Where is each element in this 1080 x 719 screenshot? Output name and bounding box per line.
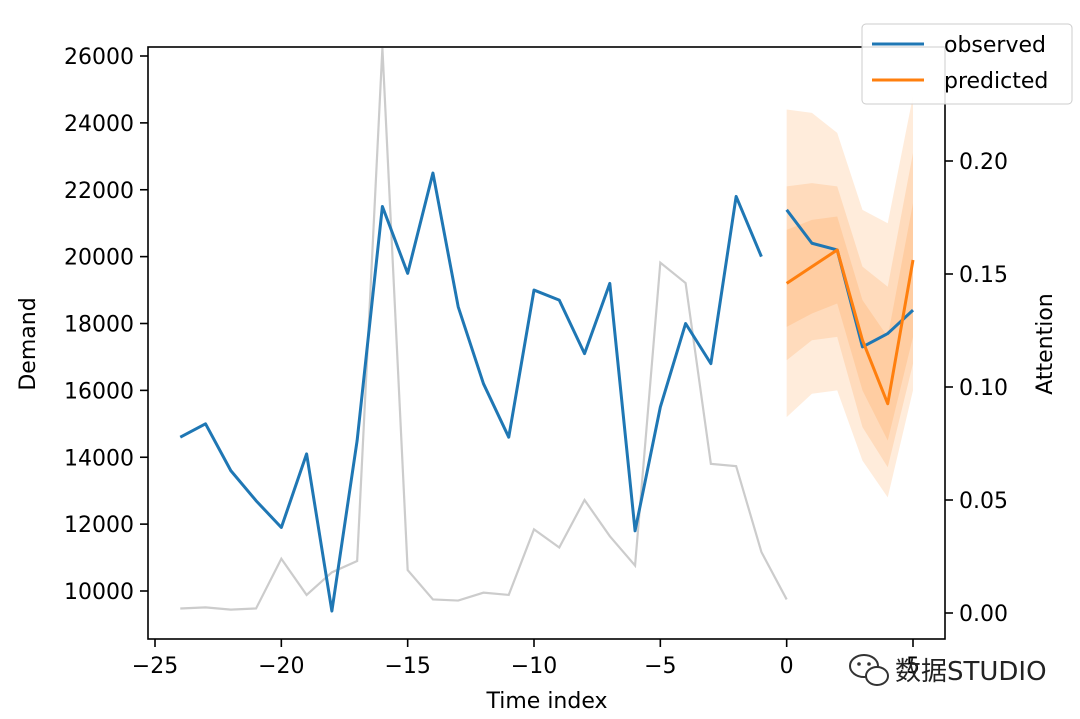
legend-predicted-label: predicted xyxy=(944,69,1048,94)
y2-tick-label: 0.20 xyxy=(959,150,1008,175)
x-axis-ticks: −25 −20 −15 −10 −5 0 5 xyxy=(132,639,920,679)
attention-series xyxy=(180,47,788,611)
y-tick-label: 12000 xyxy=(64,513,134,538)
x-tick-label: −5 xyxy=(644,654,676,679)
y2-axis-label: Attention xyxy=(1033,293,1058,395)
y-tick-label: 10000 xyxy=(64,580,134,605)
y2-axis-ticks: 0.00 0.05 0.10 0.15 0.20 xyxy=(945,150,1008,627)
watermark: 数据STUDIO xyxy=(849,654,1047,687)
y-tick-label: 20000 xyxy=(64,246,134,271)
x-tick-label: −15 xyxy=(384,654,430,679)
y2-tick-label: 0.05 xyxy=(959,489,1008,514)
y2-tick-label: 0.15 xyxy=(959,263,1008,288)
watermark-text: 数据STUDIO xyxy=(895,657,1047,687)
y2-tick-label: 0.00 xyxy=(959,602,1008,627)
y-axis-label: Demand xyxy=(16,297,41,390)
y-tick-label: 16000 xyxy=(64,379,134,404)
legend-observed-label: observed xyxy=(944,33,1046,58)
y-tick-label: 22000 xyxy=(64,179,134,204)
x-tick-label: −25 xyxy=(132,654,178,679)
x-axis-label: Time index xyxy=(485,689,607,714)
x-tick-label: 5 xyxy=(906,654,920,679)
plot-frame xyxy=(147,46,946,640)
predicted-line-3 xyxy=(785,248,915,406)
y-tick-label: 26000 xyxy=(64,45,134,70)
y-tick-label: 24000 xyxy=(64,112,134,137)
attention-line xyxy=(180,47,788,611)
y2-tick-label: 0.10 xyxy=(959,376,1008,401)
y-axis-ticks: 10000 12000 14000 16000 18000 20000 22000 24000… xyxy=(64,45,148,605)
x-tick-label: −10 xyxy=(511,654,557,679)
wechat-icon xyxy=(849,654,889,686)
series-lines xyxy=(179,171,915,613)
x-tick-label: −20 xyxy=(258,654,304,679)
legend: observed predicted xyxy=(861,23,1073,105)
x-tick-label: 0 xyxy=(780,654,794,679)
y-tick-label: 14000 xyxy=(64,446,134,471)
y-tick-label: 18000 xyxy=(64,313,134,338)
observed-line-1 xyxy=(179,171,763,613)
